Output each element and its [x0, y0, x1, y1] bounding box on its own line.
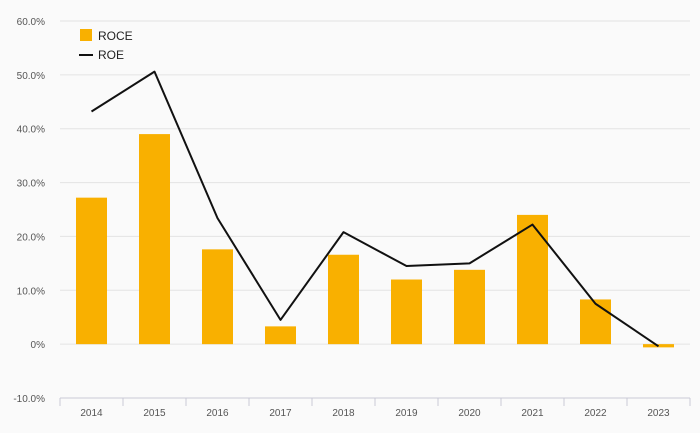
roce-bar: [139, 134, 170, 345]
x-tick-label: 2018: [332, 408, 355, 419]
x-tick-label: 2020: [458, 408, 481, 419]
y-tick-label: 50.0%: [17, 71, 45, 82]
x-tick-label: 2022: [584, 408, 607, 419]
roce-bar: [202, 249, 233, 345]
x-tick-label: 2023: [647, 408, 670, 419]
roce-bar: [454, 269, 485, 345]
y-tick-label: 40.0%: [17, 125, 45, 136]
y-tick-label: 10.0%: [17, 286, 45, 297]
x-tick-label: 2015: [143, 408, 166, 419]
roce-bar: [328, 254, 359, 345]
x-tick-label: 2019: [395, 408, 418, 419]
y-tick-label: -10.0%: [13, 394, 45, 405]
y-axis-tick-labels: 60.0% 50.0% 40.0% 30.0% 20.0% 10.0% 0% -10.0%: [13, 17, 45, 405]
y-tick-label: 0%: [31, 340, 46, 351]
roce-bar: [265, 326, 296, 345]
legend: ROCE ROE: [79, 29, 133, 62]
legend-swatch-roce: [80, 29, 92, 41]
roce-bars: [76, 134, 674, 348]
legend-label-roe: ROE: [98, 48, 124, 62]
x-tick-label: 2014: [80, 408, 103, 419]
x-tick-label: 2017: [269, 408, 292, 419]
roe-line: [90, 70, 660, 348]
y-tick-label: 60.0%: [17, 17, 45, 28]
x-axis: 2014 2015 2016 2017 2018 2019 2020 2021 2022 2023: [59, 397, 691, 419]
roce-bar: [580, 299, 611, 345]
y-tick-label: 30.0%: [17, 179, 45, 190]
legend-label-roce: ROCE: [98, 29, 133, 43]
x-tick-label: 2016: [206, 408, 229, 419]
roce-bar: [76, 197, 107, 345]
x-tick-label: 2021: [521, 408, 544, 419]
y-tick-label: 20.0%: [17, 232, 45, 243]
roe-line-layer: [90, 70, 660, 348]
roce-bar: [391, 279, 422, 345]
roce-bar: [517, 214, 548, 345]
